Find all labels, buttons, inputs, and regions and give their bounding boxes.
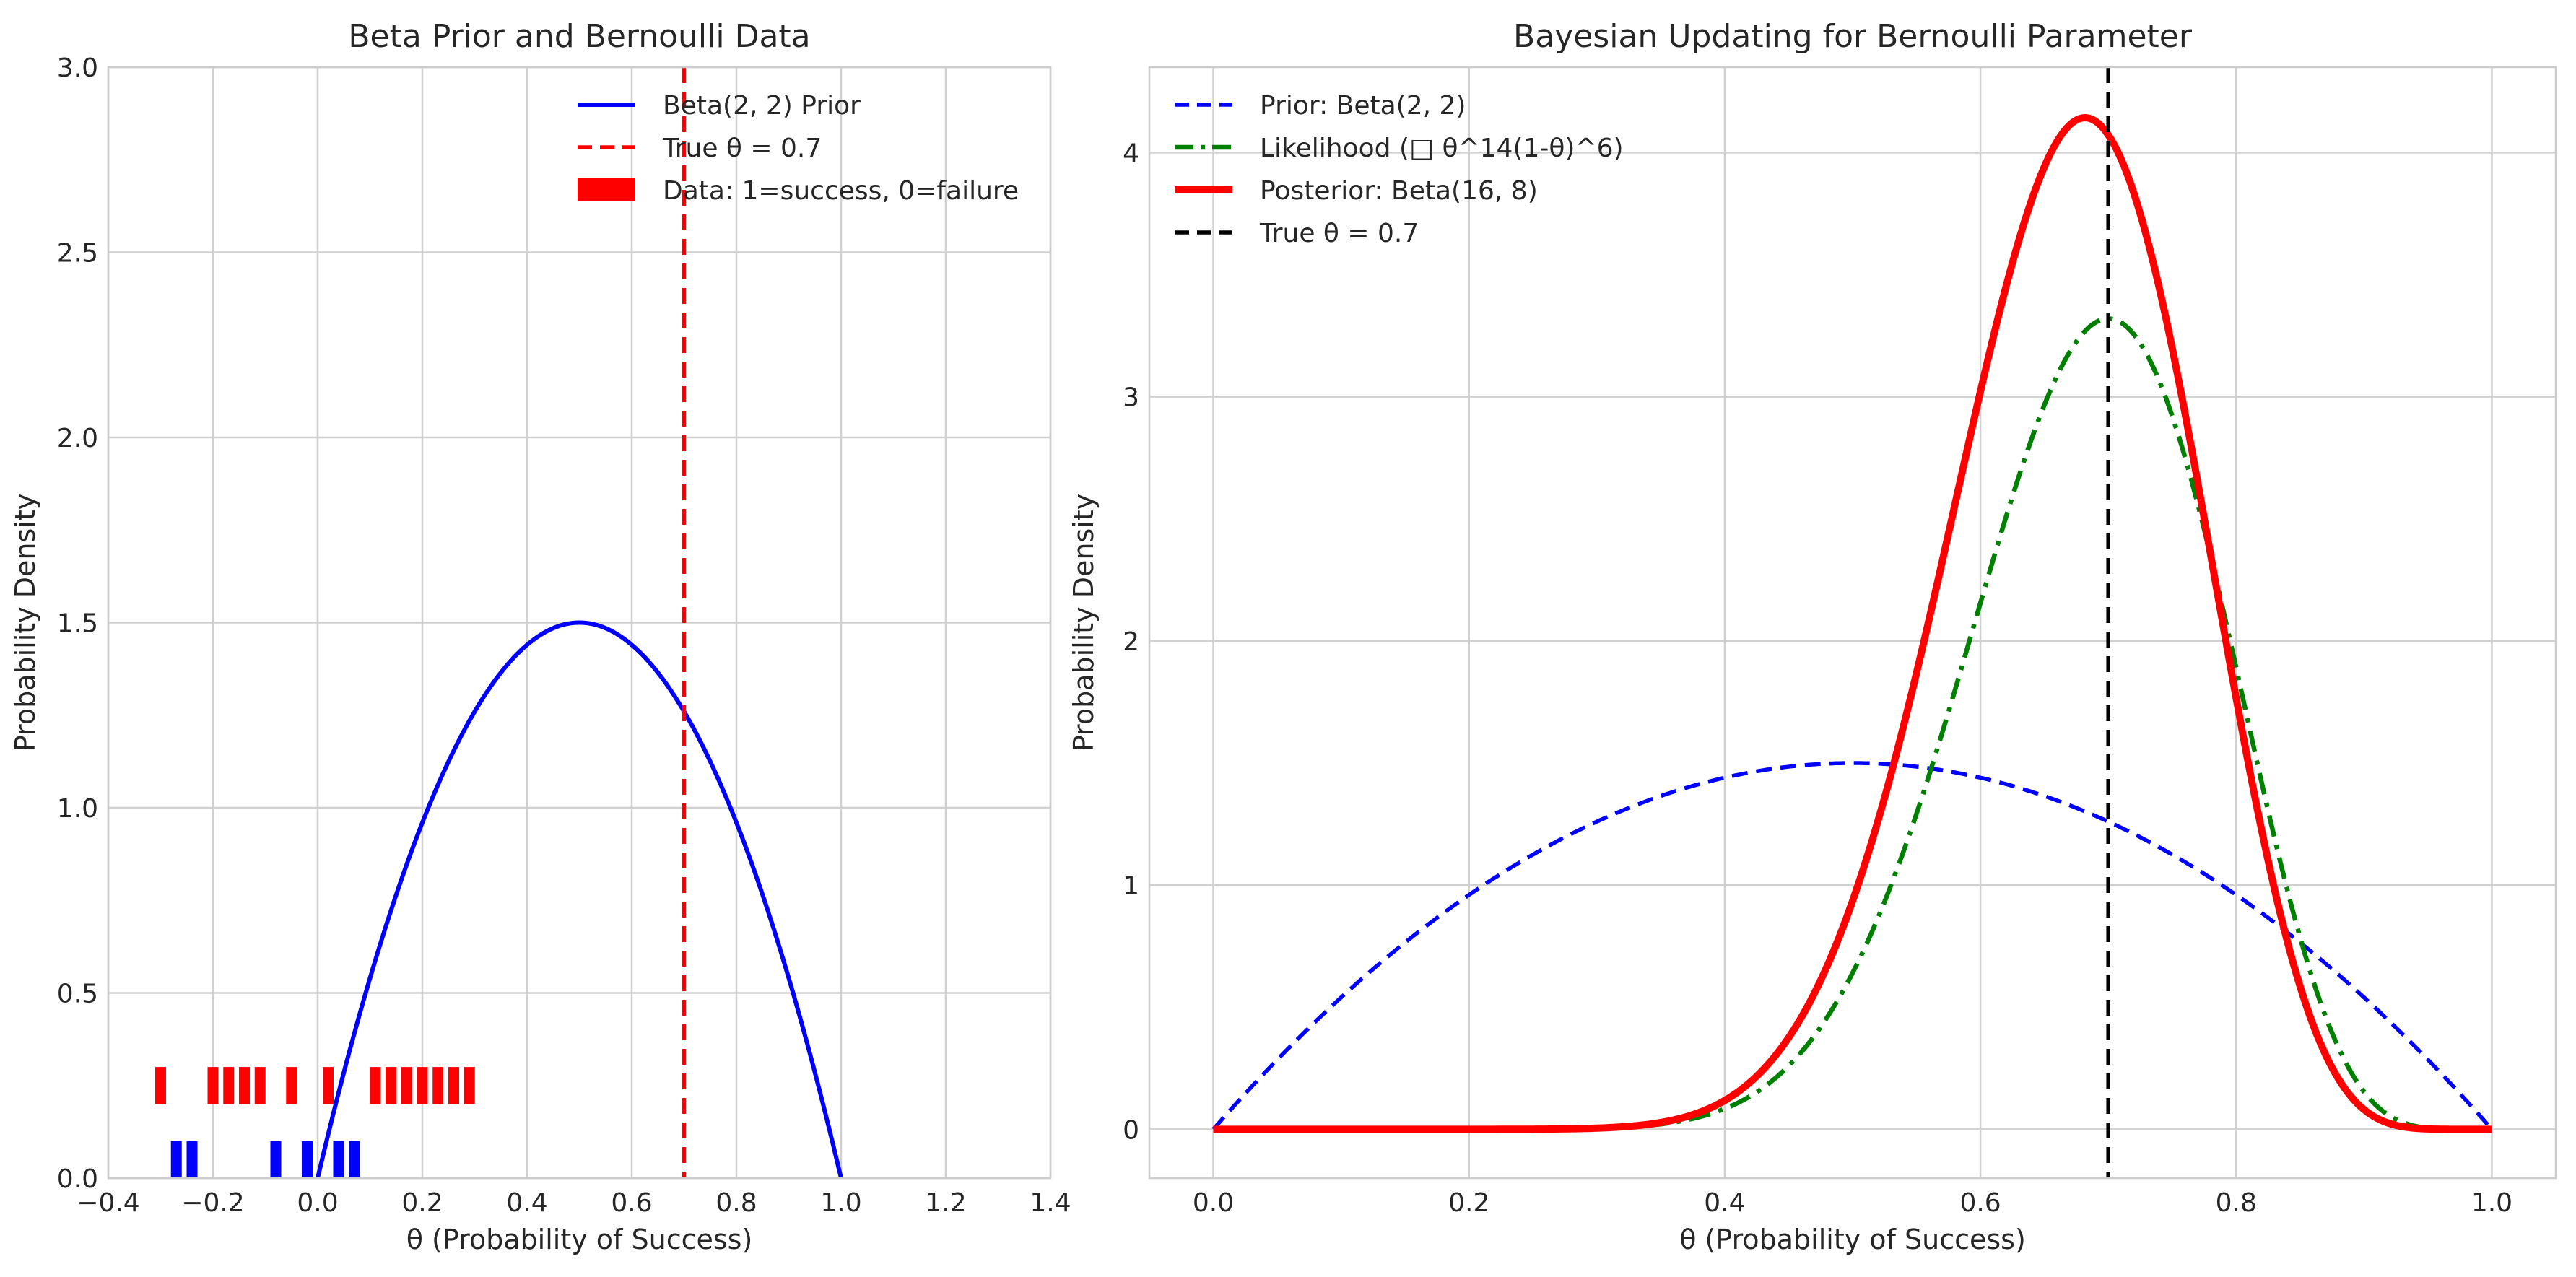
right-chart-legend: Prior: Beta(2, 2) Likelihood (□ θ^14(1-θ)… bbox=[1175, 91, 1624, 248]
x-tick-label: 0.8 bbox=[715, 1188, 757, 1218]
data-failure-marker bbox=[333, 1141, 344, 1178]
left-chart-legend: Beta(2, 2) Prior True θ = 0.7 Data: 1=succ… bbox=[578, 91, 1019, 206]
legend-item-data-1-success-0-failure: Data: 1=success, 0=failure bbox=[578, 176, 1019, 206]
legend-swatch bbox=[578, 178, 635, 201]
x-tick-label: 1.4 bbox=[1030, 1188, 1071, 1218]
data-success-marker bbox=[239, 1067, 250, 1104]
data-success-marker bbox=[254, 1067, 266, 1104]
data-success-marker bbox=[207, 1067, 219, 1104]
left-chart-frame bbox=[107, 66, 1052, 1180]
right-chart-x-axis-label: θ (Probability of Success) bbox=[1679, 1224, 2026, 1255]
x-tick-label: 1.0 bbox=[820, 1188, 861, 1218]
y-tick-label: 4 bbox=[1123, 139, 1139, 168]
right-chart-y-ticks: 0 1 2 3 4 bbox=[1123, 139, 1139, 1145]
x-tick-label: 0.0 bbox=[297, 1188, 338, 1218]
y-tick-label: 3.0 bbox=[57, 53, 98, 83]
data-success-marker bbox=[417, 1067, 428, 1104]
right-chart-y-axis-label: Probability Density bbox=[1068, 494, 1100, 751]
x-tick-label: 0.6 bbox=[611, 1188, 652, 1218]
x-tick-label: 0.8 bbox=[2216, 1188, 2257, 1218]
data-failure-marker bbox=[170, 1141, 182, 1178]
x-tick-label: 0.4 bbox=[1704, 1188, 1745, 1218]
legend-item-true-0-7: True θ = 0.7 bbox=[1175, 219, 1419, 248]
right-chart-frame bbox=[1148, 66, 2557, 1180]
data-failure-marker bbox=[302, 1141, 313, 1178]
data-success-marker bbox=[448, 1067, 459, 1104]
legend-item-likelihood-14-1-6: Likelihood (□ θ^14(1-θ)^6) bbox=[1175, 134, 1624, 163]
left-chart-panel: −0.4 −0.2 0.0 0.2 0.4 0.6 0.8 1.0 1.2 1.4 0.0 0.5 1… bbox=[9, 18, 1071, 1255]
data-success-marker bbox=[155, 1067, 166, 1104]
legend-label: Posterior: Beta(16, 8) bbox=[1260, 176, 1538, 206]
legend-item-beta-2-2-prior: Beta(2, 2) Prior bbox=[578, 91, 861, 121]
data-success-marker bbox=[323, 1067, 334, 1104]
series-line-beta-2-2-prior bbox=[316, 620, 843, 1178]
data-success-marker bbox=[370, 1067, 381, 1104]
x-tick-label: 1.0 bbox=[2471, 1188, 2512, 1218]
y-tick-label: 0.5 bbox=[57, 980, 98, 1009]
legend-label: True θ = 0.7 bbox=[662, 134, 822, 163]
y-tick-label: 2 bbox=[1123, 627, 1139, 657]
legend-item-prior-beta-2-2: Prior: Beta(2, 2) bbox=[1175, 91, 1466, 121]
right-chart-x-ticks: 0.0 0.2 0.4 0.6 0.8 1.0 bbox=[1193, 1188, 2512, 1218]
series-line-likelihood-14-1-6 bbox=[1213, 316, 2492, 1132]
y-tick-label: 0 bbox=[1123, 1115, 1139, 1145]
legend-item-posterior-beta-16-8: Posterior: Beta(16, 8) bbox=[1175, 176, 1538, 206]
series-line-posterior-beta-16-8 bbox=[1212, 114, 2493, 1133]
x-tick-label: 0.2 bbox=[401, 1188, 443, 1218]
left-chart-title: Beta Prior and Bernoulli Data bbox=[348, 18, 810, 55]
left-chart-data-layer bbox=[155, 67, 843, 1178]
y-tick-label: 1.5 bbox=[57, 609, 98, 639]
y-tick-label: 0.0 bbox=[57, 1164, 98, 1194]
legend-label: Data: 1=success, 0=failure bbox=[663, 176, 1019, 206]
left-chart-y-ticks: 0.0 0.5 1.0 1.5 2.0 2.5 3.0 bbox=[57, 53, 98, 1194]
data-failure-marker bbox=[349, 1141, 360, 1178]
data-success-marker bbox=[432, 1067, 444, 1104]
x-tick-label: 0.6 bbox=[1959, 1188, 2001, 1218]
series-line-prior-beta-2-2 bbox=[1211, 761, 2494, 1131]
right-chart-grid bbox=[1149, 67, 2556, 1178]
legend-label: True θ = 0.7 bbox=[1259, 219, 1419, 248]
left-chart-x-axis-label: θ (Probability of Success) bbox=[406, 1224, 753, 1255]
x-tick-label: 0.0 bbox=[1193, 1188, 1234, 1218]
right-chart-data-layer bbox=[1211, 67, 2494, 1178]
y-tick-label: 3 bbox=[1123, 383, 1139, 413]
data-failure-marker bbox=[186, 1141, 198, 1178]
left-chart-x-ticks: −0.4 −0.2 0.0 0.2 0.4 0.6 0.8 1.0 1.2 1.4 bbox=[77, 1188, 1071, 1218]
y-tick-label: 1.0 bbox=[57, 794, 98, 824]
data-success-marker bbox=[286, 1067, 297, 1104]
y-tick-label: 2.5 bbox=[57, 239, 98, 269]
data-success-marker bbox=[401, 1067, 412, 1104]
legend-item-true-0-7: True θ = 0.7 bbox=[578, 134, 822, 163]
x-tick-label: 0.4 bbox=[506, 1188, 547, 1218]
data-success-marker bbox=[386, 1067, 396, 1104]
y-tick-label: 2.0 bbox=[57, 424, 98, 453]
data-failure-marker bbox=[270, 1141, 282, 1178]
legend-label: Beta(2, 2) Prior bbox=[663, 91, 861, 121]
legend-label: Prior: Beta(2, 2) bbox=[1260, 91, 1466, 121]
data-success-marker bbox=[464, 1067, 475, 1104]
right-chart-title: Bayesian Updating for Bernoulli Paramete… bbox=[1513, 18, 2193, 55]
y-tick-label: 1 bbox=[1123, 871, 1139, 901]
left-chart-y-axis-label: Probability Density bbox=[9, 494, 41, 751]
x-tick-label: −0.4 bbox=[77, 1188, 139, 1218]
x-tick-label: 1.2 bbox=[925, 1188, 966, 1218]
right-chart-panel: 0.0 0.2 0.4 0.6 0.8 1.0 0 1 2 3 4 Bayesian Updati… bbox=[1068, 18, 2557, 1255]
data-success-marker bbox=[223, 1067, 235, 1104]
x-tick-label: 0.2 bbox=[1448, 1188, 1489, 1218]
x-tick-label: −0.2 bbox=[181, 1188, 244, 1218]
legend-label: Likelihood (□ θ^14(1-θ)^6) bbox=[1260, 134, 1624, 163]
